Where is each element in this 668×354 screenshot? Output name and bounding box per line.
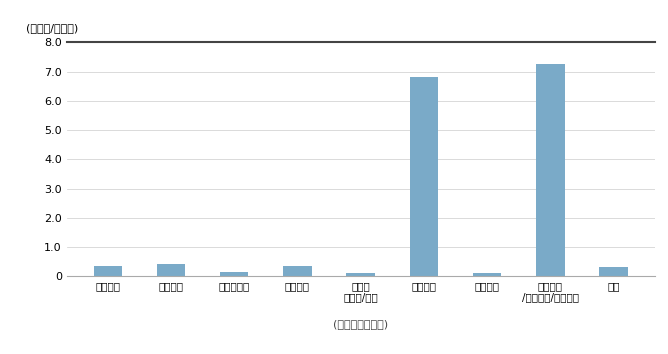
Bar — [536, 64, 564, 276]
Bar — [94, 267, 122, 276]
Bar — [599, 267, 628, 276]
X-axis label: (바이오산업분류): (바이오산업분류) — [333, 319, 388, 329]
Bar — [347, 273, 375, 276]
Bar — [283, 267, 312, 276]
Bar — [157, 264, 185, 276]
Bar — [220, 272, 248, 276]
Bar — [409, 77, 438, 276]
Bar — [473, 273, 502, 276]
Text: (연구직/생산직): (연구직/생산직) — [25, 23, 78, 33]
